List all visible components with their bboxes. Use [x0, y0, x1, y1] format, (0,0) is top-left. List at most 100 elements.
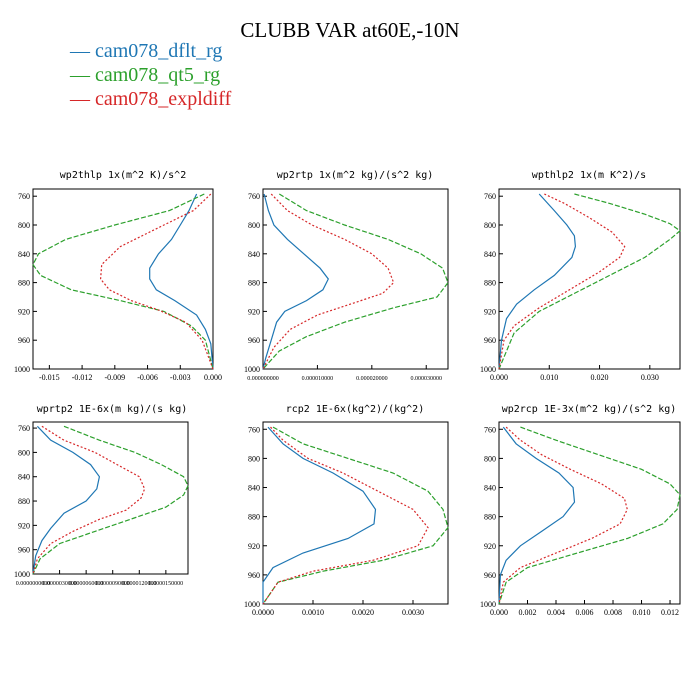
legend-swatch-dflt: —: [70, 40, 90, 62]
ytick-label-3-2: 840: [18, 473, 30, 482]
ytick-label-4-5: 960: [248, 571, 260, 580]
xtick-label-1-0: 0.000000000: [247, 376, 279, 382]
series-line-2-0: [498, 193, 577, 370]
ytick-label-1-2: 840: [248, 250, 260, 259]
plot-title-0: wp2thlp 1x(m^2 K)/s^2: [60, 170, 186, 181]
plot-frame-1: [262, 188, 449, 370]
ytick-label-2-5: 960: [484, 336, 496, 345]
ytick-label-4-4: 920: [248, 542, 260, 551]
plot-title-5: wp2rcp 1E-3x(m^2 kg)/(s^2 kg): [502, 404, 677, 415]
ytick-label-0-1: 800: [18, 221, 30, 230]
xtick-label-5-5: 0.010: [633, 608, 651, 617]
xtick-label-5-4: 0.008: [604, 608, 622, 617]
series-line-4-0: [262, 426, 377, 604]
xtick-label-5-0: 0.000: [490, 608, 508, 617]
xtick-label-0-4: -0.003: [170, 373, 191, 382]
ytick-label-2-1: 800: [484, 221, 496, 230]
ytick-label-1-3: 880: [248, 279, 260, 288]
ytick-label-5-2: 840: [484, 484, 496, 493]
ytick-label-1-5: 960: [248, 336, 260, 345]
legend-swatch-expldiff: —: [70, 88, 90, 110]
ytick-label-4-2: 840: [248, 484, 260, 493]
ytick-label-3-4: 920: [18, 521, 30, 530]
plot-title-2: wpthlp2 1x(m K^2)/s: [532, 170, 646, 181]
xtick-label-0-5: 0.000: [204, 373, 222, 382]
xtick-label-3-3: 0.0000090000: [95, 581, 130, 587]
xtick-label-3-1: 0.0000030000: [42, 581, 77, 587]
xtick-label-3-0: 0.0000000000: [16, 581, 51, 587]
plot-frame-4: [262, 421, 449, 605]
ytick-label-0-4: 920: [18, 307, 30, 316]
ytick-label-0-3: 880: [18, 279, 30, 288]
xtick-label-2-3: 0.030: [641, 373, 659, 382]
series-line-4-1: [262, 426, 449, 605]
xtick-label-4-3: 0.0030: [402, 608, 424, 617]
ytick-label-5-1: 800: [484, 454, 496, 463]
xtick-label-3-5: 0.0000150000: [149, 581, 184, 587]
ytick-label-4-1: 800: [248, 454, 260, 463]
xtick-label-0-0: -0.015: [39, 373, 60, 382]
xtick-label-4-2: 0.0020: [352, 608, 374, 617]
ytick-label-3-3: 880: [18, 497, 30, 506]
series-line-3-0: [32, 425, 101, 575]
legend-entry-qt5: — cam078_qt5_rg: [70, 64, 220, 87]
xtick-label-4-1: 0.0010: [302, 608, 324, 617]
xtick-label-0-3: -0.006: [137, 373, 158, 382]
plot-title-4: rcp2 1E-6x(kg^2)/(kg^2): [286, 404, 424, 415]
plot-frame-0: [32, 188, 214, 370]
ytick-label-4-3: 880: [248, 513, 260, 522]
series-line-5-1: [498, 426, 681, 605]
series-line-0-1: [32, 193, 214, 370]
ytick-label-2-3: 880: [484, 279, 496, 288]
series-line-1-1: [262, 193, 449, 370]
ytick-label-1-1: 800: [248, 221, 260, 230]
ytick-label-0-0: 760: [18, 192, 30, 201]
plot-title-3: wprtp2 1E-6x(m kg)/(s kg): [37, 404, 188, 415]
ytick-label-3-1: 800: [18, 448, 30, 457]
xtick-label-5-2: 0.004: [547, 608, 565, 617]
series-line-1-2: [262, 193, 395, 370]
ytick-label-5-4: 920: [484, 542, 496, 551]
ytick-label-0-2: 840: [18, 250, 30, 259]
series-line-3-1: [32, 425, 189, 575]
series-line-2-2: [498, 193, 626, 370]
legend-label-dflt: cam078_dflt_rg: [95, 40, 223, 62]
xtick-label-2-2: 0.020: [591, 373, 609, 382]
plot-frame-5: [498, 421, 681, 605]
xtick-label-5-3: 0.006: [576, 608, 594, 617]
plot-title-1: wp2rtp 1x(m^2 kg)/(s^2 kg): [277, 170, 434, 181]
ytick-label-2-2: 840: [484, 250, 496, 259]
legend-label-expldiff: cam078_expldiff: [95, 88, 232, 110]
legend-label-qt5: cam078_qt5_rg: [95, 64, 221, 86]
series-line-5-2: [498, 426, 628, 605]
xtick-label-4-0: 0.0000: [252, 608, 274, 617]
figure-title: CLUBB VAR at60E,-10N: [240, 18, 460, 42]
series-line-1-0: [262, 193, 330, 370]
ytick-label-1-6: 1000: [244, 365, 260, 374]
series-line-5-0: [498, 426, 576, 605]
legend-entry-expldiff: — cam078_expldiff: [70, 88, 231, 111]
ytick-label-0-5: 960: [18, 336, 30, 345]
ytick-label-3-6: 1000: [14, 570, 30, 579]
series-line-3-2: [32, 425, 146, 575]
legend-swatch-qt5: —: [70, 64, 90, 86]
ytick-label-4-0: 760: [248, 425, 260, 434]
plot-frame-2: [498, 188, 681, 370]
xtick-label-3-2: 0.0000060000: [69, 581, 104, 587]
legend-entry-dflt: — cam078_dflt_rg: [70, 40, 222, 63]
ytick-label-0-6: 1000: [14, 365, 30, 374]
ytick-label-1-4: 920: [248, 307, 260, 316]
ytick-label-1-0: 760: [248, 192, 260, 201]
series-line-0-0: [149, 193, 214, 370]
xtick-label-2-0: 0.000: [490, 373, 508, 382]
ytick-label-2-0: 760: [484, 192, 496, 201]
ytick-label-3-5: 960: [18, 546, 30, 555]
xtick-label-3-4: 0.0000120000: [122, 581, 157, 587]
xtick-label-0-2: -0.009: [104, 373, 125, 382]
xtick-label-1-2: 0.000020000: [356, 376, 388, 382]
ytick-label-5-6: 1000: [480, 600, 496, 609]
series-line-2-1: [498, 193, 681, 370]
ytick-label-5-3: 880: [484, 513, 496, 522]
xtick-label-5-6: 0.012: [661, 608, 679, 617]
